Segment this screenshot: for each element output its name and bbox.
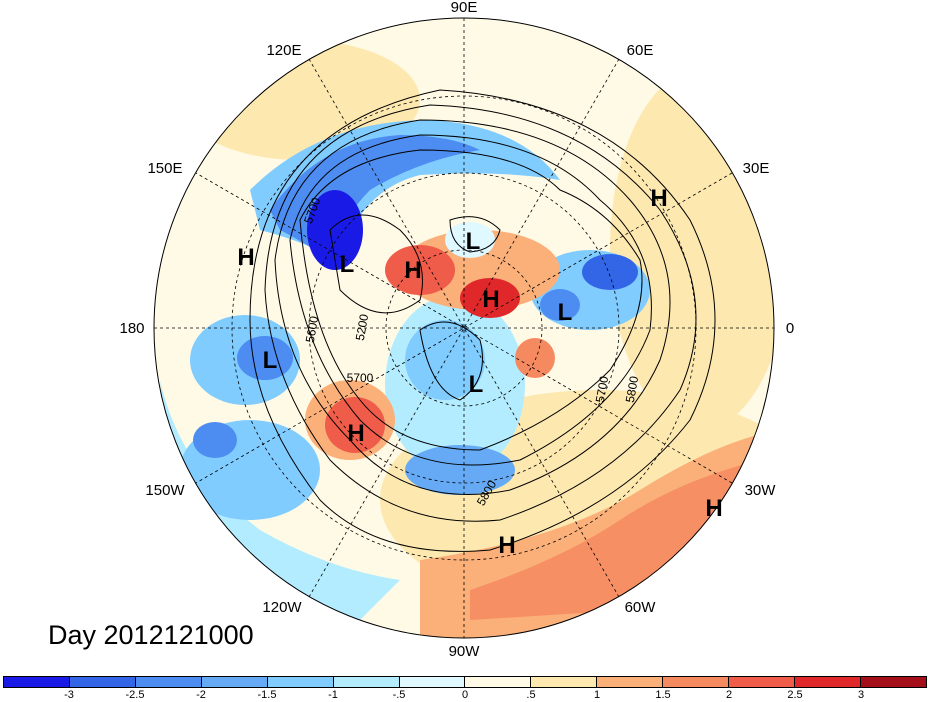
colorbar-swatch	[860, 677, 926, 687]
high-pressure-label: H	[237, 244, 254, 271]
high-pressure-label: H	[705, 495, 722, 522]
low-pressure-label: L	[558, 299, 573, 326]
anomaly-blob	[460, 278, 520, 318]
low-pressure-label: L	[340, 251, 355, 278]
high-pressure-label: H	[482, 286, 499, 313]
colorbar-swatch	[465, 677, 532, 687]
high-pressure-label: H	[347, 420, 364, 447]
colorbar-swatch	[267, 677, 334, 687]
colorbar-tick-label: 3	[857, 689, 865, 701]
low-pressure-label: L	[263, 347, 278, 374]
longitude-label: 120E	[266, 42, 301, 59]
colorbar-swatch	[69, 677, 136, 687]
colorbar-swatch	[795, 677, 861, 687]
colorbar-swatch	[135, 677, 202, 687]
colorbar-tick-label: -2	[196, 689, 206, 701]
colorbar-tick-label: -.5	[392, 689, 406, 701]
longitude-label: 60E	[627, 42, 654, 59]
longitude-label: 30W	[745, 482, 777, 499]
anomaly-field	[154, 18, 774, 638]
anomaly-blob	[385, 245, 455, 295]
high-pressure-label: H	[498, 532, 515, 559]
colorbar-tick-label: 1	[593, 689, 601, 701]
contour-label: 5600	[303, 315, 321, 344]
anomaly-blob	[515, 338, 555, 378]
anomaly-blob	[307, 190, 363, 270]
high-pressure-label: H	[650, 185, 667, 212]
low-pressure-label: L	[469, 371, 484, 398]
day-label: Day 2012121000	[48, 620, 254, 650]
colorbar-tick-label: -1.5	[257, 689, 277, 701]
anomaly-blob	[237, 336, 293, 380]
colorbar-swatch	[597, 677, 664, 687]
colorbar-tick-label: -2.5	[125, 689, 145, 701]
anomaly-blob	[610, 70, 774, 430]
longitude-label: 0	[786, 320, 794, 337]
colorbar-swatch	[531, 677, 598, 687]
contour-label: 5700	[347, 371, 374, 385]
longitude-label: 180	[119, 320, 144, 337]
pressure-center-labels: L L L L L H H H H H H H	[237, 185, 722, 559]
colorbar-swatch	[333, 677, 400, 687]
anomaly-blob	[405, 445, 515, 495]
colorbar-swatch	[399, 677, 466, 687]
high-pressure-label: H	[404, 257, 421, 284]
longitude-label: 90E	[451, 0, 478, 16]
contour-label: 5800	[623, 375, 641, 404]
contour-label: 5200	[353, 313, 371, 342]
contour-label: 5700	[593, 375, 611, 404]
anomaly-blob	[405, 320, 485, 400]
colorbar-swatch	[201, 677, 268, 687]
colorbar-tick-label: 2.5	[787, 689, 803, 701]
longitude-label: 120W	[262, 599, 302, 616]
longitude-label: 60W	[625, 599, 657, 616]
anomaly-blob	[193, 422, 237, 458]
low-pressure-label: L	[466, 228, 481, 255]
colorbar	[3, 676, 927, 688]
colorbar-tick-label: 0	[461, 689, 469, 701]
longitude-label: 150W	[145, 482, 185, 499]
colorbar-swatch	[663, 677, 730, 687]
colorbar-tick-label: -1	[328, 689, 338, 701]
colorbar-tick-label: 2	[725, 689, 733, 701]
colorbar-tick-label: -3	[64, 689, 74, 701]
colorbar-labels: -3 -2.5 -2 -1.5 -1 -.5 0 .5 1 1.5 2 2.5 3	[3, 689, 927, 702]
colorbar-swatch	[4, 677, 70, 687]
geopotential-contours	[249, 89, 716, 552]
longitude-labels: 90E 60E 30E 0 30W 60W 90W 120W 150W 180 150E 120E	[119, 0, 794, 660]
meridians	[154, 18, 774, 638]
anomaly-blob	[540, 289, 580, 321]
colorbar-swatch	[729, 677, 796, 687]
map-boundary	[153, 17, 775, 639]
colorbar-tick-label: 1.5	[655, 689, 671, 701]
anomaly-blob	[582, 254, 638, 290]
longitude-label: 30E	[743, 160, 770, 177]
longitude-label: 150E	[147, 160, 182, 177]
colorbar-tick-label: .5	[526, 689, 536, 701]
longitude-label: 90W	[449, 643, 481, 660]
